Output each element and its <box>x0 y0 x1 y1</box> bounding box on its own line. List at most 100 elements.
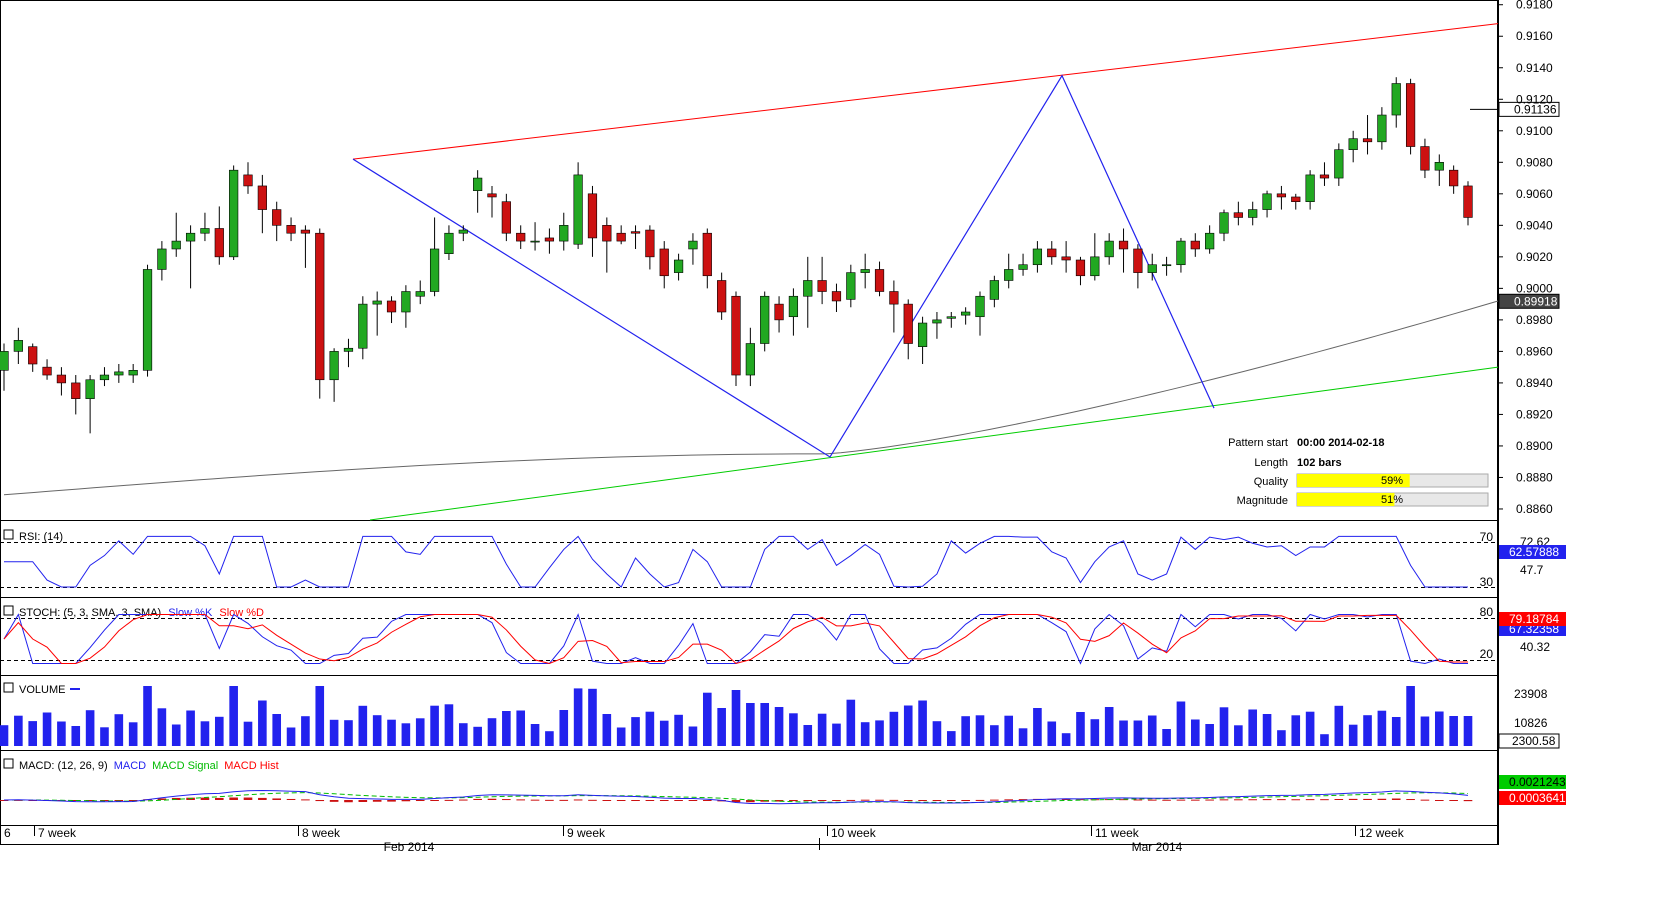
volume-bar <box>1119 720 1128 746</box>
candle-body <box>372 300 382 305</box>
candle <box>1032 241 1043 273</box>
macd-hist-bar <box>1406 799 1415 801</box>
volume-bar <box>846 699 856 746</box>
macd-hist-bar <box>200 797 210 800</box>
week-label: 10 week <box>831 826 877 840</box>
volume-bars <box>0 686 1473 746</box>
week-label: 9 week <box>567 826 606 840</box>
macd-hist-bar <box>301 799 310 801</box>
candle-body <box>989 280 999 300</box>
support-line <box>369 366 1499 521</box>
candle <box>688 233 698 265</box>
candle <box>501 193 511 242</box>
candle <box>1262 190 1272 218</box>
volume-bar <box>186 710 195 746</box>
candle <box>386 296 397 324</box>
candle <box>71 375 81 415</box>
candle <box>1047 241 1057 265</box>
candle-body <box>415 291 425 297</box>
candle <box>343 338 354 368</box>
macd-hist-bar <box>1434 800 1444 801</box>
candle <box>559 212 569 251</box>
volume-bar <box>301 716 310 746</box>
candle <box>200 212 210 242</box>
candle <box>889 280 899 333</box>
volume-label: VOLUME <box>19 684 65 696</box>
candle-body <box>602 225 612 242</box>
candle-body <box>1276 193 1287 198</box>
macd-hist-bar <box>1133 799 1143 801</box>
candle-body <box>874 269 885 292</box>
candle <box>372 291 382 336</box>
volume-close-icon[interactable] <box>3 682 14 693</box>
candle <box>1018 253 1028 276</box>
price-panel <box>0 0 1498 520</box>
candle-body <box>1233 212 1243 218</box>
rsi-level-30-text: 30 <box>1480 575 1494 589</box>
candle-body <box>315 232 325 381</box>
week-label: 6 <box>4 826 11 840</box>
volume-bar <box>545 731 554 746</box>
volume-bar <box>688 726 698 746</box>
volume-bar <box>1076 712 1085 746</box>
macd-label-prefix: MACD: (12, 26, 9) <box>19 760 108 772</box>
volume-bar <box>243 721 253 746</box>
candle-body <box>257 185 267 210</box>
candle <box>1133 244 1143 289</box>
volume-current-value: 2300.58 <box>1512 734 1556 748</box>
candle <box>1391 77 1401 128</box>
macd-hist-bar <box>659 800 669 801</box>
week-label: 7 week <box>38 826 77 840</box>
rsi-series-line <box>4 535 1468 588</box>
volume-bar <box>329 719 339 746</box>
macd-hist-bar <box>0 800 9 801</box>
volume-bar <box>14 715 23 746</box>
candle <box>1147 253 1157 281</box>
stoch-d-line <box>3 614 1468 665</box>
candle <box>257 174 267 234</box>
candle-body <box>917 322 928 347</box>
volume-bar <box>473 726 482 746</box>
candle <box>760 291 770 352</box>
volume-bar <box>1363 715 1372 746</box>
candle-body <box>860 269 870 273</box>
macd-hist-bar <box>545 799 554 801</box>
volume-bar <box>272 714 282 746</box>
volume-bar <box>1104 707 1114 746</box>
candle <box>989 275 999 308</box>
volume-bar <box>1004 715 1014 746</box>
macd-hist-bar <box>616 800 626 801</box>
macd-hist-bar <box>372 800 382 802</box>
candle <box>817 256 827 305</box>
volume-bar <box>1248 709 1258 746</box>
volume-bar <box>258 700 267 746</box>
volume-bar <box>1434 711 1444 746</box>
volume-bar <box>1176 701 1186 746</box>
macd-hist-bar <box>1234 799 1243 801</box>
macd-hist-bar <box>1119 799 1128 801</box>
volume-bar <box>875 720 884 746</box>
week-label: 12 week <box>1359 826 1405 840</box>
stoch-d-label: Slow %D <box>219 607 264 619</box>
volume-bar <box>889 711 899 746</box>
price-tick-label: 0.9160 <box>1516 29 1553 43</box>
macd-close-icon[interactable] <box>3 758 14 769</box>
month-label: Feb 2014 <box>384 840 435 854</box>
rsi-close-icon[interactable] <box>3 529 14 540</box>
candle <box>917 316 928 364</box>
moving-average-line <box>3 300 1499 496</box>
volume-bar <box>832 723 841 746</box>
price-tick-label: 0.9140 <box>1516 61 1553 75</box>
candle-body <box>1205 232 1215 250</box>
candle-body <box>157 248 167 270</box>
rsi-current-value: 62.57888 <box>1509 545 1559 559</box>
candle-body <box>1176 240 1186 266</box>
ma-value: 0.89918 <box>1514 294 1558 308</box>
macd-hist-bar <box>1391 798 1401 800</box>
candle-body <box>688 240 698 250</box>
macd-hist-bar <box>71 800 81 801</box>
candle <box>415 280 425 305</box>
candle-body <box>1391 83 1401 116</box>
stoch-close-icon[interactable] <box>3 605 14 616</box>
candle <box>702 228 712 289</box>
